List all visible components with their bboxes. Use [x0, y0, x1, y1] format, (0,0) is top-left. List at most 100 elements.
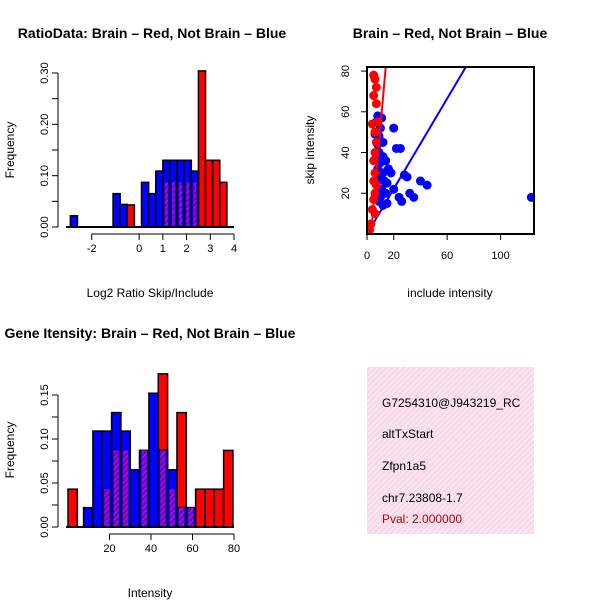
brain-fit-line	[370, 67, 387, 234]
scatter-y-label: skip intensity	[303, 116, 317, 185]
brain-point	[371, 99, 381, 109]
intensity-chart-title: Gene Itensity: Brain – Red, Not Brain – …	[5, 325, 296, 341]
overlap-bar	[164, 182, 168, 227]
intensity-axes: 20 40 60 80 0.00 0.05 0.10 0.15	[39, 384, 240, 555]
scatter-marks	[367, 67, 534, 234]
overlap-bar	[171, 182, 176, 227]
brain-bar	[197, 70, 207, 228]
overlap-bar	[122, 450, 129, 527]
brain-bar	[213, 488, 225, 528]
not-brain-point	[382, 178, 392, 188]
brain-bar	[126, 204, 136, 228]
not-brain-point	[409, 192, 419, 202]
y-tick-label: 40	[340, 146, 352, 158]
overlap-bar	[193, 182, 197, 227]
x-tick-label: 40	[145, 543, 157, 555]
genomic-location: chr7.23808-1.7	[382, 491, 463, 505]
x-tick-label: 100	[491, 250, 509, 262]
overlap-bar	[113, 450, 119, 527]
brain-bar	[204, 159, 214, 228]
intensity-scatter: Brain – Red, Not Brain – Blue include in…	[303, 25, 547, 300]
x-tick-label: 20	[103, 543, 115, 555]
not-brain-point	[378, 137, 388, 147]
not-brain-point	[395, 143, 405, 153]
brain-point	[371, 82, 381, 92]
intensity-histogram: Gene Itensity: Brain – Red, Not Brain – …	[3, 325, 296, 600]
overlap-bar	[178, 507, 185, 527]
brain-point	[370, 168, 380, 178]
y-tick-label: 0.15	[39, 384, 51, 405]
intensity-bars	[67, 373, 234, 528]
ratio-x-label: Log2 Ratio Skip/Include	[87, 286, 214, 300]
not-brain-bar	[69, 214, 79, 228]
not-brain-point	[389, 123, 399, 133]
intensity-x-label: Intensity	[128, 586, 173, 600]
scatter-frame	[366, 66, 535, 235]
not-brain-point	[397, 196, 407, 206]
not-brain-bar	[154, 170, 164, 228]
intensity-y-label: Frequency	[3, 422, 17, 479]
not-brain-bar	[129, 469, 141, 528]
x-tick-label: 3	[207, 243, 213, 255]
x-tick-label: 2	[184, 243, 190, 255]
x-tick-label: 0	[136, 243, 142, 255]
not-brain-bar	[119, 203, 129, 228]
y-tick-label: 0.30	[39, 62, 51, 83]
overlap-bar	[186, 182, 190, 227]
ratio-axes: -2 0 1 2 3 4 0.00 0.10 0.20 0.30	[39, 62, 237, 255]
y-tick-label: 0.00	[39, 216, 51, 237]
not-brain-bar	[140, 181, 150, 228]
event-type: altTxStart	[382, 427, 434, 441]
scatter-axes: 0 20 60 100 20 40 60 80	[340, 65, 535, 262]
x-tick-label: 80	[228, 543, 240, 555]
not-brain-bar	[82, 506, 94, 528]
not-brain-point	[422, 180, 432, 190]
brain-bar	[204, 488, 216, 528]
ratio-chart-title: RatioData: Brain – Red, Not Brain – Blue	[18, 25, 287, 41]
y-tick-label: 60	[340, 106, 352, 118]
overlap-bar	[104, 489, 110, 527]
y-tick-label: 0.10	[39, 428, 51, 449]
brain-point	[369, 156, 379, 166]
brain-bar	[211, 159, 221, 228]
not-brain-bar	[148, 392, 160, 528]
brain-bar	[67, 488, 79, 528]
p-value: Pval: 2.000000	[382, 512, 463, 526]
not-brain-point	[526, 192, 534, 202]
y-tick-label: 0.20	[39, 114, 51, 135]
y-tick-label: 0.10	[39, 165, 51, 186]
overlap-bar	[179, 182, 183, 227]
overlap-bar	[188, 507, 194, 527]
not-brain-fit-line	[367, 67, 467, 234]
scatter-chart-title: Brain – Red, Not Brain – Blue	[353, 25, 548, 41]
not-brain-point	[381, 156, 391, 166]
not-brain-bar	[147, 192, 157, 228]
x-tick-label: 4	[231, 243, 237, 255]
scatter-x-label: include intensity	[407, 286, 492, 300]
not-brain-point	[386, 168, 396, 178]
y-tick-label: 0.00	[39, 516, 51, 537]
not-brain-bar	[92, 430, 103, 528]
brain-bar	[222, 449, 234, 528]
brain-bar	[219, 181, 228, 228]
overlap-bar	[169, 489, 175, 527]
y-tick-label: 80	[340, 65, 352, 77]
not-brain-point	[415, 176, 425, 186]
ratio-histogram: RatioData: Brain – Red, Not Brain – Blue…	[3, 25, 286, 300]
gene-name: Zfpn1a5	[382, 459, 427, 473]
x-tick-label: 20	[388, 250, 400, 262]
brain-bar	[194, 488, 206, 528]
overlap-bar	[160, 450, 166, 527]
x-tick-label: 0	[364, 250, 370, 262]
not-brain-point	[402, 172, 412, 182]
y-tick-label: 20	[340, 187, 352, 199]
x-tick-label: 60	[186, 543, 198, 555]
brain-point	[371, 180, 381, 190]
scatter-plot-area	[367, 67, 534, 234]
x-tick-label: 60	[441, 250, 453, 262]
not-brain-point	[381, 188, 391, 198]
brain-point	[369, 91, 379, 101]
y-tick-label: 0.05	[39, 472, 51, 493]
x-tick-label: -2	[87, 243, 97, 255]
